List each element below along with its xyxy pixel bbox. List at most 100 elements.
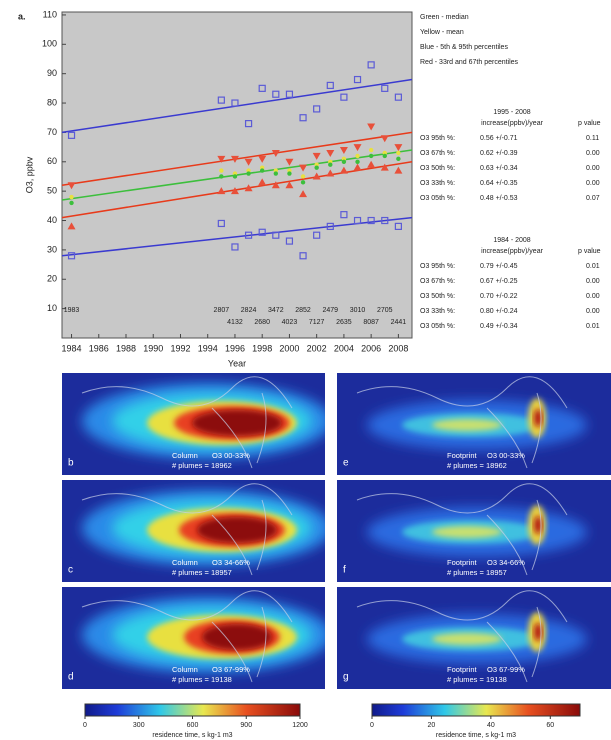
plume-count: 3472 [268,307,284,314]
plume-count: 2807 [214,307,230,314]
point [326,149,335,157]
coastline [356,483,568,576]
map-plumes: # plumes = 19138 [447,675,507,684]
point [231,99,239,107]
map-panel: e Footprint O3 00-33%# plumes = 18962 [337,373,611,475]
table-header: increase(ppbv)/year [481,248,544,255]
panel-letter: g [343,672,349,683]
point [300,174,306,179]
point [355,153,360,159]
point [272,231,280,239]
coastline [356,590,568,683]
coastline [81,590,293,683]
plume [534,409,542,427]
map-bin: O3 67-99% [487,665,525,674]
point [313,231,321,239]
point [244,184,253,192]
plume-count: 2824 [241,307,257,314]
table-cell: 0.62 +/-0.39 [480,150,518,157]
table-cell: 0.11 [586,135,599,142]
table-cell: 0.00 [586,308,600,315]
table-header: p value [578,120,601,127]
map-content [62,587,325,689]
table-title: 1984 - 2008 [493,237,530,244]
plume-count: 7127 [309,319,325,326]
point [299,114,307,122]
table-cell: 0.49 +/-0.34 [480,323,518,330]
x-tick-label: 1986 [89,343,109,353]
plume-count: 2680 [254,319,270,326]
y-tick-label: 30 [47,244,57,254]
point [326,169,335,177]
map-kind: Column [172,558,198,567]
table-cell: O3 95th %: [420,135,455,142]
point [219,174,224,179]
point [287,171,292,176]
y-tick-label: 80 [47,97,57,107]
y-tick-label: 10 [47,303,57,313]
map-content [337,587,611,689]
table-cell: 0.00 [586,180,600,187]
x-tick-label: 1994 [198,343,218,353]
point [340,211,348,219]
point [353,75,362,84]
x-tick-label: 2004 [334,343,354,353]
colorbar [371,703,581,717]
plume-count: 2441 [391,319,407,326]
point [381,84,389,92]
trend-line [61,216,413,257]
x-axis-label: Year [228,358,246,368]
colorbar-tick-label: 60 [546,722,554,729]
x-tick-label: 1992 [170,343,190,353]
x-tick-label: 2000 [279,343,299,353]
colorbar-label: residence time, s kg-1 m3 [152,732,232,739]
plume [432,633,502,645]
map-content [337,480,611,582]
table-cell: 0.79 +/-0.45 [480,263,518,270]
point [299,164,308,172]
point [232,174,238,179]
colorbar-tick-label: 20 [428,722,436,729]
plume-count: 8087 [363,319,379,326]
point [394,222,402,230]
x-tick-label: 2008 [388,343,408,353]
colorbar-tick-label: 600 [187,722,199,729]
point [217,187,226,195]
x-tick-label: 1998 [252,343,272,353]
plume-count: 3010 [350,307,366,314]
point [300,180,306,185]
point [67,182,76,190]
panel-letter: d [68,672,74,683]
table-cell: O3 95th %: [420,263,455,270]
point [217,219,225,228]
map-plumes: # plumes = 19138 [172,675,232,684]
plume [534,516,542,534]
table-cell: 0.63 +/-0.34 [480,165,518,172]
point [394,144,403,152]
point [271,149,280,157]
map-kind: Column [172,451,198,460]
plume-count: 4023 [282,319,298,326]
point [271,181,280,189]
plume-count: 1983 [64,307,80,314]
point [244,158,253,166]
table-header: increase(ppbv)/year [481,120,544,127]
point [396,150,401,156]
table-cell: 0.64 +/-0.35 [480,180,518,187]
table-cell: O3 05th %: [420,195,455,202]
y-tick-label: 100 [42,39,57,49]
point [217,96,225,104]
x-tick-label: 2006 [361,343,381,353]
map-panel: b Column O3 00-33%# plumes = 18962 [62,373,325,475]
colorbar-tick-label: 0 [370,722,374,729]
map-bin: O3 67-99% [212,665,250,674]
table-cell: O3 05th %: [420,323,455,330]
table-cell: O3 50th %: [420,165,455,172]
point [258,84,266,92]
point [258,178,267,186]
table-cell: 0.70 +/-0.22 [480,293,518,300]
map-content [62,373,325,475]
point [396,156,401,162]
colorbar-tick-label: 0 [83,722,87,729]
